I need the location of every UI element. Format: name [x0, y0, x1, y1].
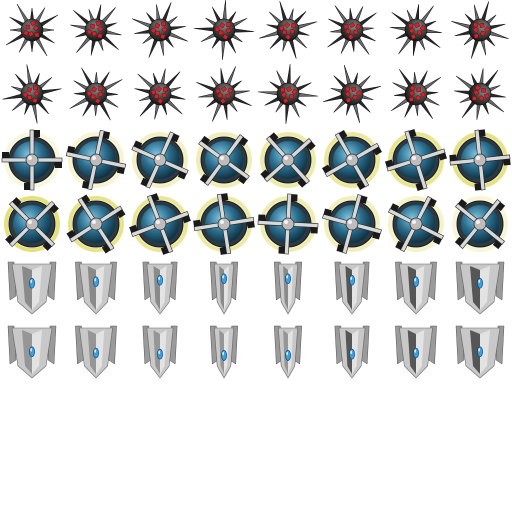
spiked-mine-icon — [454, 68, 506, 120]
fighter-ship-sprite — [448, 320, 512, 384]
turret-disc-icon — [129, 193, 191, 255]
fighter-ship-icon — [455, 261, 505, 315]
spiked-mine-sprite — [128, 64, 192, 128]
spiked-mine-sprite — [192, 64, 256, 128]
turret-disc-sprite — [256, 192, 320, 256]
spiked-mine-icon — [70, 4, 122, 56]
turret-disc-icon — [257, 193, 319, 255]
turret-disc-icon — [131, 131, 189, 189]
spiked-mine-icon — [132, 2, 188, 58]
fighter-ship-sprite — [256, 320, 320, 384]
spiked-mine-sprite — [128, 0, 192, 64]
spiked-mine-sprite — [320, 64, 384, 128]
spiked-mine-sprite — [192, 0, 256, 64]
turret-disc-sprite — [384, 192, 448, 256]
fighter-ship-icon — [455, 325, 505, 379]
fighter-ship-icon — [75, 325, 117, 379]
turret-disc-sprite — [128, 192, 192, 256]
spiked-mine-sprite — [448, 0, 512, 64]
spiked-mine-icon — [196, 66, 252, 122]
fighter-ship-icon — [7, 325, 57, 379]
turret-disc-sprite — [0, 192, 64, 256]
turret-disc-icon — [65, 129, 127, 191]
fighter-ship-icon — [75, 261, 117, 315]
turret-disc-icon — [193, 193, 255, 255]
fighter-ship-icon — [274, 325, 302, 379]
spiked-mine-icon — [5, 3, 59, 57]
turret-disc-sprite — [448, 192, 512, 256]
fighter-ship-sprite — [384, 256, 448, 320]
turret-disc-sprite — [448, 128, 512, 192]
turret-disc-sprite — [256, 128, 320, 192]
fighter-ship-sprite — [192, 256, 256, 320]
turret-disc-icon — [452, 196, 508, 252]
spiked-mine-icon — [258, 64, 318, 124]
turret-disc-sprite — [64, 192, 128, 256]
fighter-ship-sprite — [320, 256, 384, 320]
spiked-mine-icon — [134, 68, 186, 120]
spiked-mine-icon — [259, 1, 317, 59]
spiked-mine-icon — [322, 64, 382, 124]
spiked-mine-sprite — [256, 64, 320, 128]
turret-disc-sprite — [320, 192, 384, 256]
fighter-ship-sprite — [128, 320, 192, 384]
turret-disc-icon — [449, 129, 511, 191]
fighter-ship-sprite — [128, 256, 192, 320]
fighter-ship-sprite — [64, 320, 128, 384]
spiked-mine-icon — [194, 0, 254, 60]
turret-disc-icon — [260, 132, 316, 188]
fighter-ship-sprite — [192, 320, 256, 384]
turret-disc-icon — [196, 132, 252, 188]
fighter-ship-icon — [142, 325, 178, 379]
spiked-mine-sprite — [384, 64, 448, 128]
spiked-mine-icon — [390, 68, 442, 120]
fighter-ship-sprite — [448, 256, 512, 320]
fighter-ship-sprite — [64, 256, 128, 320]
fighter-ship-icon — [395, 325, 437, 379]
fighter-ship-sprite — [320, 320, 384, 384]
turret-disc-sprite — [192, 128, 256, 192]
fighter-ship-icon — [334, 261, 370, 315]
turret-disc-icon — [66, 194, 126, 254]
turret-disc-icon — [322, 130, 382, 190]
spiked-mine-icon — [69, 67, 123, 121]
spiked-mine-sprite — [64, 0, 128, 64]
turret-disc-sprite — [0, 128, 64, 192]
spiked-mine-icon — [327, 5, 377, 55]
turret-disc-icon — [384, 128, 448, 192]
spiked-mine-sprite — [256, 0, 320, 64]
fighter-ship-icon — [395, 261, 437, 315]
fighter-ship-icon — [210, 325, 238, 379]
fighter-ship-icon — [334, 325, 370, 379]
fighter-ship-sprite — [256, 256, 320, 320]
turret-disc-sprite — [320, 128, 384, 192]
turret-disc-icon — [387, 195, 445, 253]
fighter-ship-sprite — [0, 256, 64, 320]
spiked-mine-sprite — [0, 0, 64, 64]
spiked-mine-icon — [451, 1, 509, 59]
fighter-ship-icon — [274, 261, 302, 315]
fighter-ship-icon — [142, 261, 178, 315]
spiked-mine-sprite — [448, 64, 512, 128]
spiked-mine-sprite — [320, 0, 384, 64]
turret-disc-icon — [322, 194, 382, 254]
spiked-mine-icon — [2, 64, 62, 124]
turret-disc-sprite — [64, 128, 128, 192]
fighter-ship-sprite — [0, 320, 64, 384]
spiked-mine-icon — [390, 4, 442, 56]
spiked-mine-sprite — [0, 64, 64, 128]
fighter-ship-icon — [7, 261, 57, 315]
turret-disc-icon — [1, 129, 63, 191]
turret-disc-sprite — [384, 128, 448, 192]
turret-disc-icon — [4, 196, 60, 252]
turret-disc-sprite — [128, 128, 192, 192]
spiked-mine-sprite — [384, 0, 448, 64]
turret-disc-sprite — [192, 192, 256, 256]
spiked-mine-sprite — [64, 64, 128, 128]
fighter-ship-sprite — [384, 320, 448, 384]
fighter-ship-icon — [210, 261, 238, 315]
